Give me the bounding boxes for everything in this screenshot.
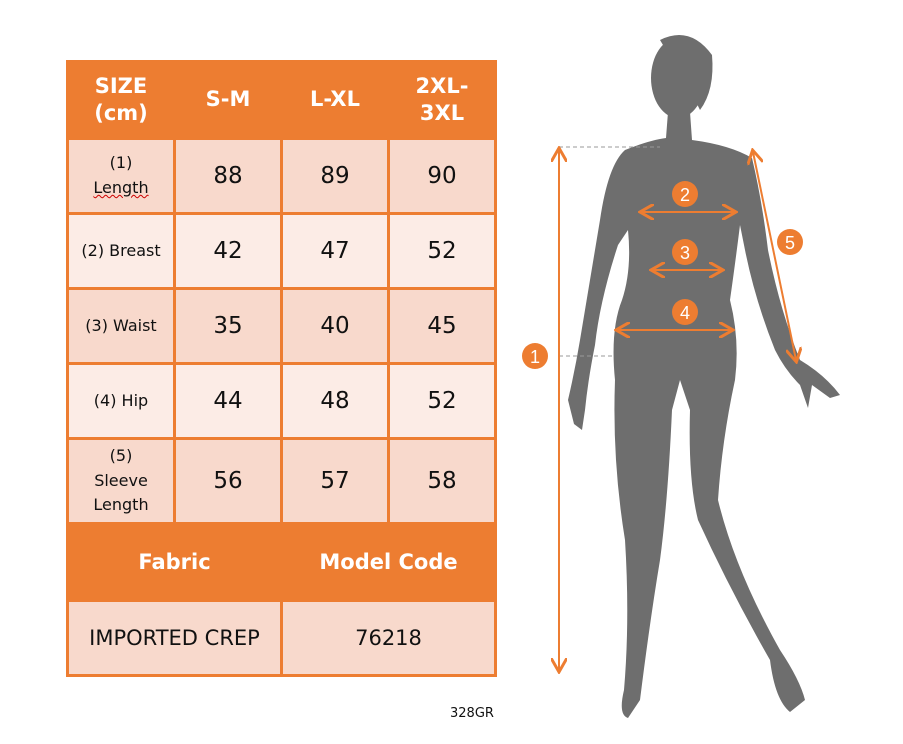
cell: 52: [387, 362, 497, 440]
cell: 52: [387, 212, 497, 290]
cell: 44: [173, 362, 283, 440]
svg-text:2: 2: [680, 185, 690, 205]
sleeve-arrow: [753, 152, 796, 360]
cell: 48: [280, 362, 390, 440]
marker-5: 5: [777, 229, 803, 255]
body-silhouette: [568, 35, 840, 718]
model-code-header: Model Code: [280, 522, 497, 602]
fabric-header: Fabric: [66, 522, 283, 602]
row-label: (4) Hip: [66, 362, 176, 440]
marker-2: 2: [672, 181, 698, 207]
row-length: (1) Length 88 89 90: [66, 137, 497, 215]
marker-4: 4: [672, 299, 698, 325]
marker-3: 3: [672, 239, 698, 265]
cell: 45: [387, 287, 497, 365]
row-label: (1) Length: [66, 137, 176, 215]
header-2xl-3xl: 2XL-3XL: [387, 60, 497, 140]
row-breast: (2) Breast 42 47 52: [66, 212, 497, 290]
marker-1: 1: [522, 343, 548, 369]
model-code-value: 76218: [280, 599, 497, 677]
svg-text:1: 1: [530, 347, 540, 367]
row-label: (5) Sleeve Length: [66, 437, 176, 525]
row-waist: (3) Waist 35 40 45: [66, 287, 497, 365]
header-l-xl: L-XL: [280, 60, 390, 140]
cell: 57: [280, 437, 390, 525]
header-row: SIZE (cm) S-M L-XL 2XL-3XL: [66, 60, 497, 140]
cell: 40: [280, 287, 390, 365]
row-hip: (4) Hip 44 48 52: [66, 362, 497, 440]
svg-text:3: 3: [680, 243, 690, 263]
row-label: (3) Waist: [66, 287, 176, 365]
size-table: SIZE (cm) S-M L-XL 2XL-3XL (1) Length 88 8…: [66, 60, 497, 677]
header-size: SIZE (cm): [66, 60, 176, 140]
length-indicator: [559, 147, 660, 670]
fabric-row: IMPORTED CREP 76218: [66, 599, 497, 677]
header-2xl-3xl-label: 2XL-3XL: [415, 73, 469, 125]
fabric-header-row: Fabric Model Code: [66, 522, 497, 602]
cell: 58: [387, 437, 497, 525]
svg-text:5: 5: [785, 233, 795, 253]
cell: 89: [280, 137, 390, 215]
svg-text:4: 4: [680, 303, 690, 323]
row-sleeve-length: (5) Sleeve Length 56 57 58: [66, 437, 497, 525]
cell: 88: [173, 137, 283, 215]
cell: 47: [280, 212, 390, 290]
cell: 35: [173, 287, 283, 365]
cell: 90: [387, 137, 497, 215]
cell: 56: [173, 437, 283, 525]
product-code: 328GR: [450, 706, 494, 721]
fabric-value: IMPORTED CREP: [66, 599, 283, 677]
row-label: (2) Breast: [66, 212, 176, 290]
header-s-m: S-M: [173, 60, 283, 140]
cell: 42: [173, 212, 283, 290]
